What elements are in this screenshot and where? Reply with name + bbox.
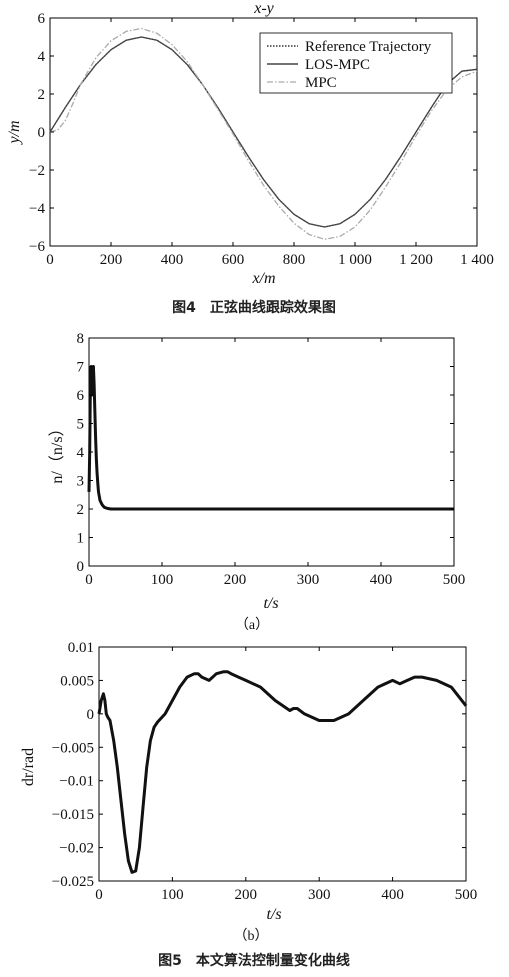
fig5a-y-tick-label: 5: [77, 417, 85, 433]
fig4-series-mpc: [49, 27, 478, 240]
fig5b-x-tick-label: 400: [381, 887, 404, 903]
fig4-legend-box: [259, 32, 453, 94]
control-quantity-dr-chart: 0 100 200 300 400 500 0.01 0.005 0 −0.005 −0.01 −0…: [20, 640, 477, 944]
fig5a-x-tick-label: 0: [85, 572, 93, 588]
fig5b-y-tick-label: −0.02: [59, 841, 94, 857]
fig5a-series-line: [87, 365, 454, 511]
fig5b-x-tick-label: 100: [161, 887, 184, 903]
fig4-y-tick-label: 2: [38, 87, 46, 103]
fig5a-x-tick-labels: 0 100 200 300 400 500: [85, 338, 465, 588]
sine-tracking-chart: x-y 0 200 400 600 800 1 000 1 200 1 400 6 4 2 0 −2 −…: [6, 0, 494, 287]
fig5b-x-tick-label: 0: [95, 887, 103, 903]
fig5a-plot-area: [88, 337, 455, 567]
fig5a-series-group: [87, 365, 454, 511]
fig5a-y-tick-label: 7: [77, 360, 85, 376]
fig4-y-tick-labels: 6 4 2 0 −2 −4 −6: [29, 11, 477, 255]
fig5a-y-tick-label: 4: [77, 445, 85, 461]
fig5b-y-tick-label: −0.01: [59, 774, 94, 790]
fig5b-y-tick-label: −0.015: [52, 807, 94, 823]
fig4-y-tick-label: −6: [29, 239, 45, 255]
fig5a-x-tick-label: 100: [151, 572, 174, 588]
fig5a-y-tick-label: 1: [77, 531, 85, 547]
fig4-title: x-y: [253, 0, 274, 17]
fig5b-plot-area: [98, 646, 467, 882]
fig5a-y-tick-labels: 8 7 6 5 4 3 2 1 0: [77, 331, 454, 575]
fig4-series-los-mpc: [49, 36, 478, 228]
fig5b-series-line: [97, 670, 468, 874]
fig4-x-tick-label: 400: [161, 252, 184, 268]
fig5b-y-axis-label: dr/rad: [20, 748, 37, 786]
fig5a-y-tick-label: 0: [77, 559, 85, 575]
fig5a-y-tick-label: 6: [77, 388, 85, 404]
fig4-x-tick-label: 1 000: [338, 252, 372, 268]
fig5b-y-tick-label: 0.005: [60, 673, 94, 689]
fig4-y-tick-label: −2: [29, 163, 45, 179]
fig5a-x-tick-label: 400: [370, 572, 393, 588]
fig4-series-group: [49, 27, 478, 240]
fig4-x-tick-label: 600: [222, 252, 245, 268]
fig4-y-tick-label: 6: [38, 11, 46, 27]
fig4-legend: Reference Trajectory LOS-MPC MPC: [259, 32, 453, 94]
fig4-y-axis-label: y/m: [6, 120, 23, 145]
fig5-caption: 图5 本文算法控制量变化曲线: [158, 952, 350, 969]
fig5b-x-tick-label: 300: [308, 887, 331, 903]
fig5a-sublabel: （a）: [235, 617, 269, 633]
fig5b-x-tick-labels: 0 100 200 300 400 500: [95, 647, 477, 903]
fig4-y-tick-label: −4: [29, 201, 45, 217]
fig5a-y-axis-label: n/（n/s）: [48, 420, 66, 483]
legend-label-los-mpc: LOS-MPC: [305, 57, 370, 73]
fig5a-y-tick-label: 2: [77, 502, 85, 518]
fig4-y-tick-label: 4: [38, 49, 46, 65]
fig5b-x-tick-label: 200: [235, 887, 258, 903]
fig5b-sublabel: （b）: [234, 928, 269, 944]
fig5b-y-tick-labels: 0.01 0.005 0 −0.005 −0.01 −0.015 −0.02 −0.025: [52, 640, 466, 890]
fig5a-y-tick-label: 3: [77, 474, 85, 490]
fig5b-x-axis-label: t/s: [266, 906, 281, 923]
fig5b-y-tick-label: −0.005: [52, 740, 94, 756]
fig4-x-axis-label: x/m: [251, 270, 275, 287]
control-quantity-n-chart: 0 100 200 300 400 500 8 7 6 5 4 3 2 1 0 t/s n/（n/s） （…: [48, 331, 465, 633]
fig5a-y-tick-label: 8: [77, 331, 85, 347]
legend-label-reference: Reference Trajectory: [305, 39, 432, 55]
fig4-x-tick-label: 800: [283, 252, 306, 268]
fig4-x-tick-label: 1 400: [460, 252, 494, 268]
fig5a-x-tick-label: 200: [224, 572, 247, 588]
fig5a-x-axis-label: t/s: [263, 595, 278, 612]
fig5b-series-group: [97, 670, 468, 874]
fig4-x-tick-label: 0: [46, 252, 54, 268]
fig4-x-tick-label: 1 200: [399, 252, 433, 268]
legend-label-mpc: MPC: [305, 75, 337, 91]
fig4-x-tick-labels: 0 200 400 600 800 1 000 1 200 1 400: [46, 18, 494, 268]
fig5b-x-tick-label: 500: [455, 887, 478, 903]
fig4-x-tick-label: 200: [100, 252, 123, 268]
fig5a-x-tick-label: 500: [443, 572, 466, 588]
fig5a-x-tick-label: 300: [297, 572, 320, 588]
fig5b-y-tick-label: 0.01: [68, 640, 94, 656]
fig5b-y-tick-label: 0: [87, 707, 95, 723]
fig4-y-tick-label: 0: [38, 125, 46, 141]
fig5b-y-tick-label: −0.025: [52, 874, 94, 890]
fig4-caption: 图4 正弦曲线跟踪效果图: [172, 299, 336, 316]
